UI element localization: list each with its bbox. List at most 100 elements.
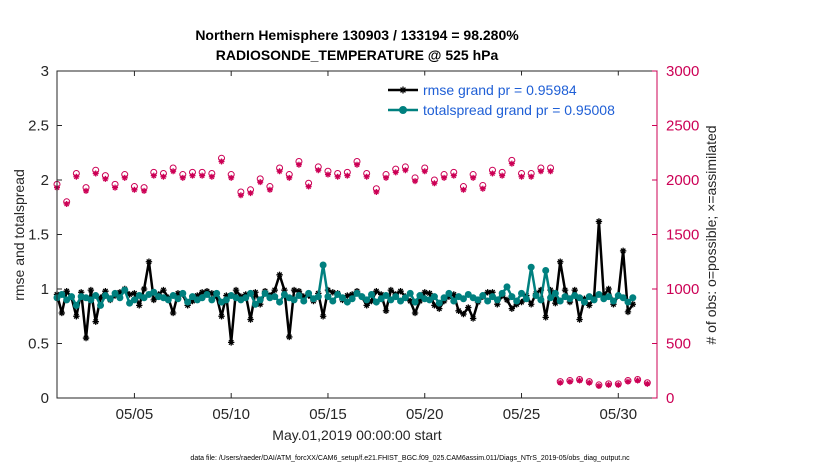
obs-assimilated-marker — [460, 186, 467, 193]
totalspread-point — [445, 289, 453, 297]
rmse-point — [387, 286, 395, 294]
totalspread-point — [532, 292, 540, 300]
totalspread-point — [130, 296, 138, 304]
x-axis: 05/05 05/10 05/15 05/20 05/25 05/30 — [116, 71, 637, 423]
totalspread-point — [188, 293, 196, 301]
y-right-tick-label: 2500 — [666, 118, 699, 135]
x-tick-label: 05/20 — [406, 406, 444, 423]
obs-assimilated-marker — [179, 174, 186, 181]
rmse-point — [126, 291, 133, 298]
obs-assimilated-marker — [344, 172, 351, 179]
rmse-point — [348, 291, 356, 298]
obs-assimilated-marker — [63, 200, 70, 207]
rmse-point — [63, 287, 70, 295]
obs-assimilated-marker — [189, 172, 196, 179]
x-tick-label: 05/10 — [212, 406, 250, 423]
totalspread-point — [527, 263, 535, 271]
rmse-point — [145, 258, 153, 265]
rmse-point — [455, 307, 462, 314]
obs-assimilated-marker — [228, 174, 235, 181]
y-right-tick-label: 3000 — [666, 63, 699, 80]
totalspread-point — [348, 295, 356, 303]
totalspread-point — [430, 293, 438, 301]
rmse-point — [319, 313, 327, 320]
rmse-point — [382, 307, 390, 314]
rmse-point — [232, 286, 240, 294]
totalspread-point — [150, 288, 158, 296]
rmse-point — [629, 301, 637, 308]
obs-assimilated-marker — [112, 184, 119, 191]
obs-assimilated-marker — [576, 377, 583, 384]
totalspread-point — [382, 292, 390, 300]
obs-assimilated-marker — [586, 379, 593, 386]
obs-assimilated-marker — [479, 185, 486, 192]
plot-area — [57, 71, 657, 398]
totalspread-point — [174, 295, 182, 303]
totalspread-point — [63, 296, 71, 304]
obs-assimilated-marker — [295, 161, 302, 168]
totalspread-point — [624, 298, 632, 306]
x-tick-label: 05/05 — [116, 406, 154, 423]
rmse-point — [160, 286, 167, 294]
obs-assimilated-marker — [499, 172, 506, 179]
rmse-point — [227, 339, 235, 346]
totalspread-point — [247, 289, 255, 297]
totalspread-point — [537, 296, 545, 304]
rmse-point — [518, 298, 525, 306]
totalspread-point — [203, 290, 211, 298]
totalspread-point — [338, 294, 346, 302]
totalspread-point — [518, 289, 526, 297]
totalspread-point — [101, 292, 109, 300]
y-left-tick-label: 1 — [41, 281, 49, 298]
totalspread-point — [280, 290, 288, 298]
rmse-point — [252, 289, 259, 296]
rmse-point — [557, 258, 564, 265]
obs-assimilated-marker — [73, 173, 80, 180]
totalspread-point — [609, 297, 617, 305]
y-axis-right: 0 500 1000 1500 2000 2500 3000 — [652, 63, 699, 407]
totalspread-point — [566, 295, 574, 303]
y-right-tick-label: 2000 — [666, 172, 699, 189]
rmse-point — [469, 315, 477, 322]
y-left-tick-label: 2 — [41, 172, 49, 189]
totalspread-point — [314, 293, 322, 301]
totalspread-point — [542, 266, 550, 274]
totalspread-point — [547, 294, 555, 302]
totalspread-point — [198, 294, 206, 302]
series-lines — [53, 218, 637, 346]
y-axis-right-label: # of obs: o=possible; ×=assimilated — [703, 125, 719, 344]
chart-title-line1: Northern Hemisphere 130903 / 133194 = 98… — [195, 27, 519, 43]
totalspread-point — [334, 290, 342, 298]
rmse-point — [460, 310, 467, 318]
totalspread-point — [401, 294, 409, 302]
rmse-point — [92, 318, 99, 325]
totalspread-point — [479, 292, 487, 300]
obs-assimilated-marker — [402, 167, 409, 174]
totalspread-point — [513, 297, 521, 305]
totalspread-point — [164, 296, 172, 304]
obs-assimilated-marker — [102, 175, 109, 182]
obs-assimilated-marker — [489, 170, 496, 177]
totalspread-point — [368, 290, 376, 298]
totalspread-point — [213, 289, 221, 297]
obs-assimilated-marker — [276, 168, 283, 175]
obs-assimilated-marker — [624, 378, 631, 385]
totalspread-point — [556, 297, 564, 305]
totalspread-point — [392, 293, 400, 301]
rmse-point — [169, 309, 177, 317]
totalspread-point — [72, 301, 80, 309]
obs-assimilated-marker — [566, 378, 573, 385]
rmse-point — [189, 297, 196, 305]
totalspread-point — [68, 293, 76, 301]
totalspread-point — [179, 289, 187, 297]
totalspread-point — [488, 293, 496, 301]
obs-assimilated-marker — [334, 173, 341, 180]
rmse-point — [174, 290, 182, 297]
rmse-point — [465, 304, 472, 311]
totalspread-point — [276, 298, 284, 306]
y-right-tick-label: 500 — [666, 336, 691, 353]
rmse-point — [344, 292, 351, 299]
rmse-point — [82, 334, 90, 342]
obs-assimilated-marker — [518, 173, 525, 180]
legend-totalspread-label: totalspread grand pr = 0.95008 — [423, 102, 615, 118]
